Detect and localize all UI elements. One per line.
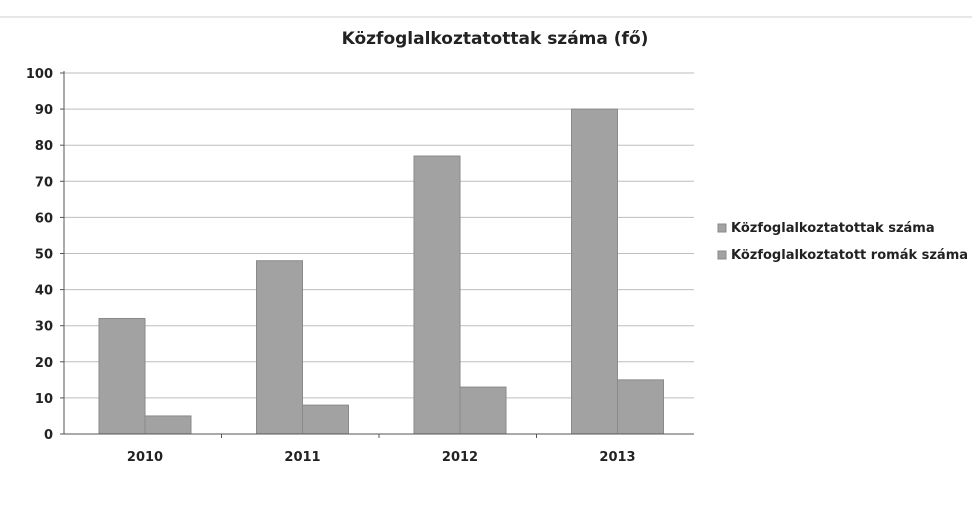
chart-title: Közfoglalkoztatottak száma (fő) — [342, 29, 649, 49]
bar-kozfoglalkoztatottak — [98, 317, 146, 435]
y-tick-label: 20 — [35, 356, 53, 371]
x-tick-labels: 2010 2011 2012 2013 — [127, 450, 636, 465]
bar-romak — [459, 386, 507, 435]
x-tick-label: 2010 — [127, 450, 163, 465]
x-tick-label: 2012 — [442, 450, 478, 465]
y-tick-label: 30 — [35, 320, 53, 335]
x-tick-label: 2013 — [599, 450, 635, 465]
legend-swatch — [717, 223, 727, 233]
y-tick-label: 70 — [35, 175, 53, 190]
bar-romak — [144, 415, 192, 435]
y-tick-label: 50 — [35, 248, 53, 263]
bars — [98, 108, 664, 435]
bar-romak — [617, 379, 664, 435]
y-tick-labels: 0 10 20 30 40 50 60 70 80 90 100 — [26, 67, 53, 443]
bar-kozfoglalkoztatottak — [413, 155, 461, 435]
y-tick-label: 80 — [35, 139, 53, 154]
y-tick-label: 100 — [26, 67, 53, 82]
legend-label: Közfoglalkoztatott romák száma — [731, 248, 968, 263]
y-tick-label: 0 — [44, 428, 53, 443]
legend-swatch — [717, 250, 727, 260]
legend: Közfoglalkoztatottak száma Közfoglalkozta… — [717, 221, 968, 263]
y-tick-label: 10 — [35, 392, 53, 407]
y-tick-label: 40 — [35, 284, 53, 299]
bar-romak — [302, 404, 349, 435]
bar-kozfoglalkoztatottak — [256, 260, 303, 435]
y-tick-label: 90 — [35, 103, 53, 118]
x-tick-label: 2011 — [284, 450, 320, 465]
axes — [60, 71, 694, 438]
bar-kozfoglalkoztatottak — [571, 108, 618, 435]
legend-label: Közfoglalkoztatottak száma — [731, 221, 935, 236]
y-tick-label: 60 — [35, 211, 53, 226]
